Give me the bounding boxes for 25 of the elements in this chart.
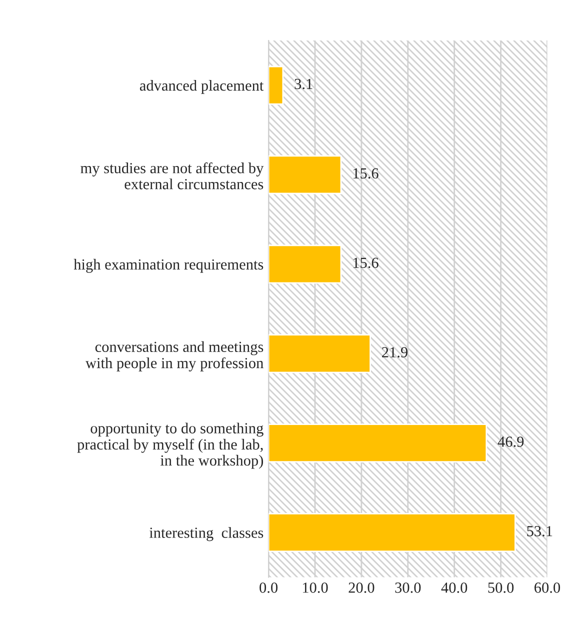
x-tick-label: 60.0	[534, 582, 560, 593]
bar	[268, 155, 342, 194]
x-tick-label: 0.0	[260, 582, 278, 593]
bar	[268, 424, 488, 463]
data-label: 53.1	[527, 526, 552, 536]
data-label: 46.9	[498, 436, 524, 447]
data-label: 3.1	[294, 78, 312, 90]
x-tick-label: 50.0	[488, 582, 514, 593]
y-tick-label: advanced placement	[140, 80, 264, 94]
y-tick-label: interesting classes	[149, 527, 264, 542]
data-label: 15.6	[353, 258, 378, 268]
y-tick-label: opportunity to do something practical by myself (in the lab, in the workshop)	[77, 422, 264, 469]
y-tick-label: conversations and meetings with people in my profession	[85, 341, 264, 372]
x-tick-label: 20.0	[348, 582, 374, 593]
x-tick-label: 40.0	[441, 582, 468, 593]
bar	[268, 334, 371, 374]
y-tick-label: high examination requirements	[74, 258, 264, 273]
data-label: 15.6	[353, 168, 378, 179]
bar	[268, 66, 284, 105]
bar	[268, 513, 516, 552]
bar	[268, 244, 342, 284]
x-tick-label: 10.0	[302, 582, 328, 593]
x-tick-label: 30.0	[395, 582, 421, 593]
y-tick-label: my studies are not affected by external circumstances	[80, 162, 264, 190]
data-label: 21.9	[382, 347, 408, 358]
